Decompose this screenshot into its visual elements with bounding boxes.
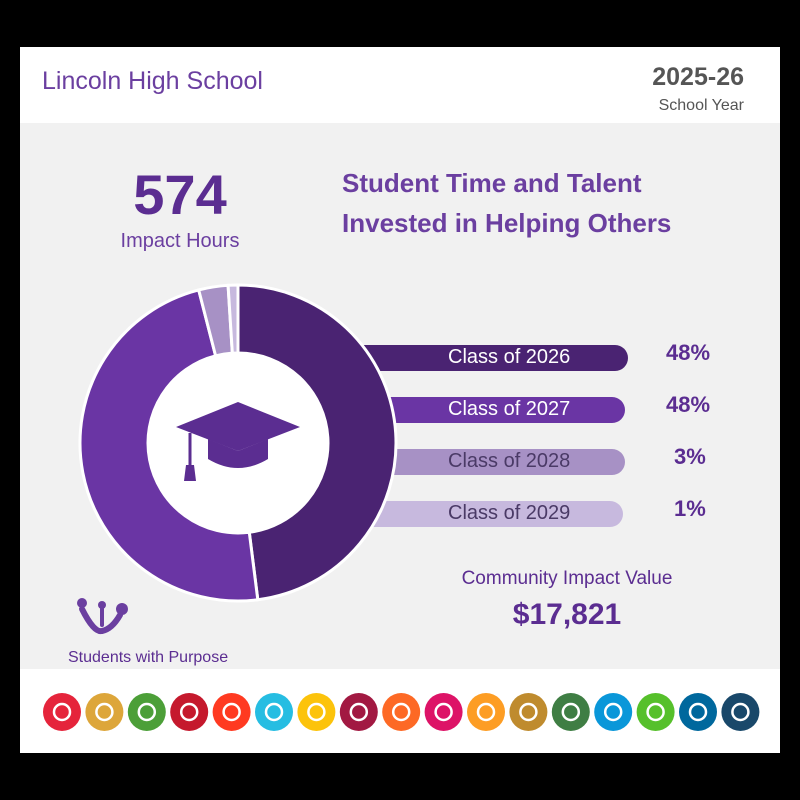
headline-line-1: Student Time and Talent [342, 168, 642, 198]
graduation-cap-icon [176, 402, 300, 481]
impact-hours-label: Impact Hours [120, 230, 240, 252]
heartbeat-icon [127, 693, 166, 731]
sun-icon [297, 693, 336, 731]
donut-chart [78, 283, 628, 603]
infinity-icon [509, 693, 548, 731]
book-icon [170, 693, 209, 731]
students-with-purpose-logo [77, 598, 128, 635]
school-name: Lincoln High School [42, 67, 263, 95]
community-impact-label: Community Impact Value [461, 568, 673, 589]
infographic-card: Lincoln High School 2025-26 School Year … [20, 47, 780, 753]
flower-ring-icon [721, 693, 760, 731]
water-drop-icon [255, 693, 293, 731]
percent-label-4: 1% [674, 496, 706, 521]
percent-label-1: 48% [666, 340, 711, 365]
bar-label-1: Class of 2026 [448, 346, 571, 368]
headline-line-2: Invested in Helping Others [342, 208, 672, 238]
eye-globe-icon [551, 693, 590, 731]
tree-icon [636, 693, 675, 731]
bar-label-2: Class of 2027 [448, 398, 571, 420]
headline: Student Time and Talent Invested in Help… [342, 163, 671, 243]
growth-chart-icon [339, 693, 378, 731]
goal-icons-row [43, 693, 760, 731]
city-icon [467, 693, 505, 731]
school-year: 2025-26 [652, 63, 744, 91]
dove-icon [679, 693, 717, 731]
school-year-label: School Year [658, 97, 744, 114]
brand-name: Students with Purpose [68, 649, 229, 666]
impact-hours-value: 574 [133, 163, 227, 226]
bar-label-3: Class of 2028 [448, 450, 571, 472]
bar-label-4: Class of 2029 [448, 502, 571, 524]
community-impact-value: $17,821 [512, 598, 622, 631]
fish-icon [594, 693, 633, 731]
cubes-icon [382, 693, 421, 731]
bowl-icon [85, 693, 124, 731]
equality-icon [424, 693, 463, 731]
percent-label-2: 48% [666, 392, 711, 417]
gender-icon [212, 693, 251, 731]
percent-label-3: 3% [674, 444, 706, 469]
people-icon [43, 693, 81, 731]
